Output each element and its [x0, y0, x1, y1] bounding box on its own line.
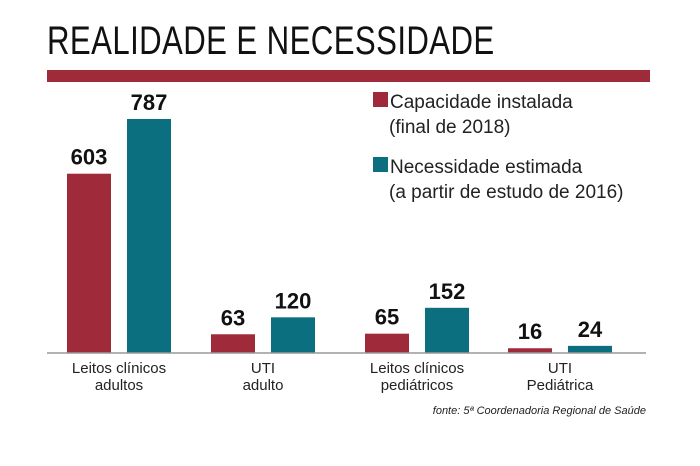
bar-necessidade [425, 307, 469, 353]
category-label: UTI [251, 360, 275, 377]
data-label: 63 [221, 305, 245, 330]
category-label: Pediátrica [527, 377, 594, 394]
legend-label: (a partir de estudo de 2016) [389, 182, 624, 203]
bar-capacidade [67, 173, 111, 353]
chart-title: REALIDADE E NECESSIDADE [47, 19, 495, 63]
data-label: 152 [429, 279, 466, 304]
category-label: Leitos clínicos [72, 360, 166, 377]
source-note: fonte: 5ª Coordenadoria Regional de Saúd… [433, 405, 646, 417]
category-label: adulto [243, 377, 284, 394]
bar-capacidade [508, 348, 552, 353]
legend-swatch [373, 157, 388, 172]
bar-capacidade [211, 334, 255, 353]
category-label: adultos [95, 377, 143, 394]
bar-necessidade [568, 345, 612, 353]
title-divider-bar [47, 70, 650, 82]
bar-capacidade [365, 333, 409, 353]
legend-label: Capacidade instalada [390, 92, 573, 113]
category-label: UTI [548, 360, 572, 377]
data-label: 787 [131, 90, 168, 115]
data-label: 65 [375, 305, 399, 330]
legend-label: Necessidade estimada [390, 157, 583, 178]
data-label: 24 [578, 317, 603, 342]
bar-necessidade [271, 317, 315, 353]
data-label: 603 [71, 145, 108, 170]
legend-swatch [373, 92, 388, 107]
bar-necessidade [127, 119, 171, 353]
data-label: 16 [518, 319, 542, 344]
category-label: Leitos clínicos [370, 360, 464, 377]
data-label: 120 [275, 288, 312, 313]
legend-label: (final de 2018) [389, 117, 510, 138]
category-label: pediátricos [381, 377, 454, 394]
